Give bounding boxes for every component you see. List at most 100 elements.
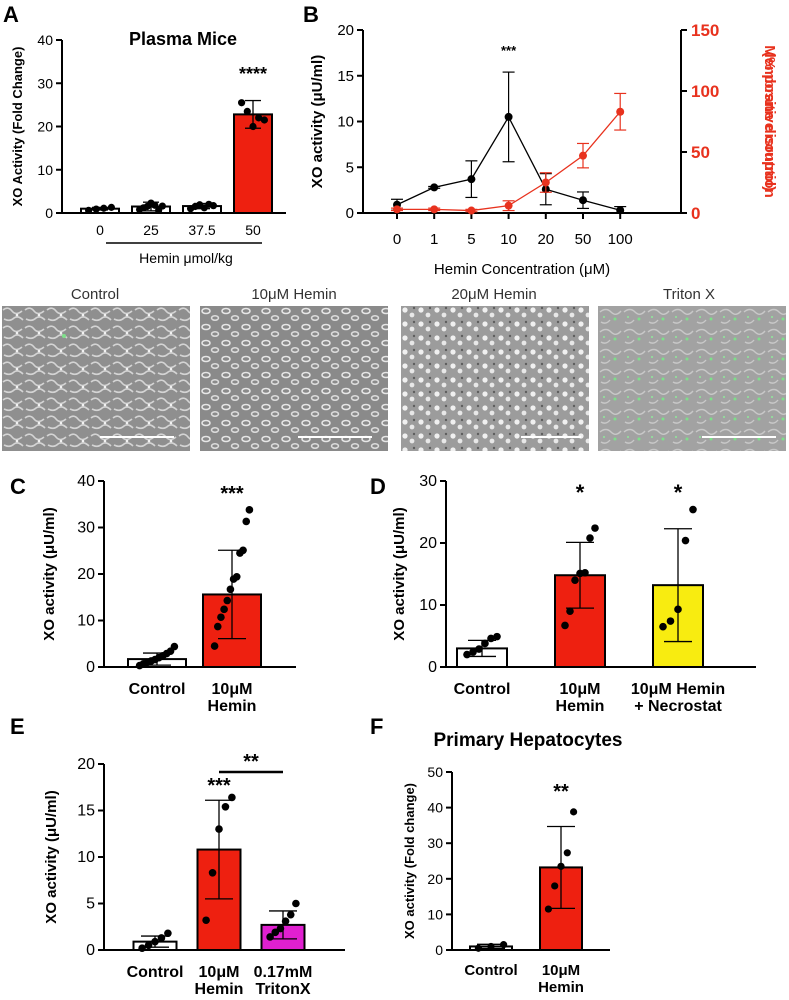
panel-f-point — [474, 944, 482, 952]
panel-e-point — [144, 941, 153, 950]
panel-a-y-tick-label: 0 — [45, 205, 53, 221]
panel-f-y-tick-label: 50 — [427, 764, 443, 780]
panel-c-point — [226, 585, 235, 594]
panel-f-y-tick-label: 10 — [427, 906, 443, 922]
panel-c-y-tick-label: 0 — [86, 659, 95, 676]
panel-e-point — [228, 793, 236, 802]
panel-b-point-0 — [579, 196, 587, 205]
panel-a-point — [249, 122, 257, 131]
panel-f-category-label: 10μM — [542, 962, 580, 979]
panel-b-x-tick-label: 10 — [500, 231, 517, 248]
panel-f-point — [487, 942, 495, 951]
panel-e-y-tick-label: 10 — [77, 849, 95, 866]
panel-b-y2-tick-label: 50 — [691, 143, 710, 162]
panel-f-significance: ** — [553, 781, 569, 803]
panel-a-y-tick-label: 10 — [37, 162, 53, 178]
panel-f-point — [500, 941, 508, 949]
panel-b-y2-axis-label: (% positive control)Membrane disruption — [761, 45, 778, 198]
panel-d-point — [666, 617, 675, 625]
micrograph-10um-hemin-svg — [200, 306, 388, 451]
panel-letter-a: A — [3, 2, 19, 27]
panel-b-point-1 — [393, 205, 401, 214]
panel-f-y-tick-label: 0 — [435, 942, 443, 958]
panel-letter-d: D — [370, 474, 386, 499]
panel-b-x-tick-label: 0 — [393, 231, 401, 248]
fluor-spot — [62, 334, 66, 338]
panel-d-point — [561, 621, 569, 630]
panel-f-title: Primary Hepatocytes — [433, 730, 622, 751]
panel-e-point — [215, 825, 223, 833]
panel-c-category-label: Control — [129, 681, 186, 698]
micrograph-triton-x — [598, 306, 786, 451]
panel-e-y-tick-label: 20 — [77, 756, 95, 773]
panel-a-point — [260, 116, 268, 124]
panel-e-category-label: 10μM — [199, 964, 240, 981]
panel-d-point — [571, 576, 579, 584]
panel-f-point — [563, 849, 571, 857]
panel-b-x-axis-label: Hemin Concentration (μM) — [434, 261, 610, 278]
panel-b-point-1 — [504, 201, 513, 210]
panel-f-y-tick-label: 40 — [427, 800, 443, 816]
panel-e-point — [151, 937, 159, 946]
panel-b-point-1 — [541, 178, 550, 187]
micrograph-control-svg — [2, 306, 190, 451]
panel-a-category-label: 25 — [143, 222, 159, 238]
panel-e-y-tick-label: 5 — [86, 896, 95, 913]
panel-e-significance: *** — [207, 775, 231, 797]
panel-a-significance: **** — [239, 64, 267, 84]
panel-a-category-label: 0 — [96, 222, 104, 238]
panel-a-title: Plasma Mice — [129, 29, 237, 49]
panel-c-category-label: 10μM — [212, 681, 253, 698]
panel-b-point-1 — [467, 206, 476, 215]
image-label-control: Control — [70, 286, 120, 303]
panel-d-point — [469, 648, 477, 656]
panel-b-y2-tick-label: 150 — [691, 21, 719, 40]
panel-letter-e: E — [10, 714, 25, 739]
panel-e-point — [138, 944, 146, 952]
panel-c-point — [223, 596, 232, 605]
panel-d-category-label: 10μM Hemin — [631, 681, 725, 698]
image-label-20um-hemin: 20μM Hemin — [451, 286, 537, 303]
panel-c-point — [242, 517, 251, 526]
panel-f-point — [557, 862, 565, 870]
panel-a-point — [255, 114, 263, 122]
micrograph-texture — [401, 306, 589, 451]
panel-d-y-tick-label: 30 — [419, 473, 437, 490]
panel-a-bar-3 — [233, 113, 273, 214]
panel-a-point — [107, 203, 115, 211]
panel-a-x-axis-label: Hemin μmol/kg — [139, 250, 233, 266]
panel-a-point — [238, 99, 246, 107]
panel-b-y2-tick-label: 100 — [691, 82, 719, 101]
panel-f-category-label: Hemin — [538, 979, 584, 996]
micrograph-texture — [2, 306, 190, 451]
panel-c-y-tick-label: 10 — [77, 613, 95, 630]
panel-d-category-label: 10μM — [560, 681, 601, 698]
panel-b-point-0 — [467, 175, 476, 184]
panel-e-category-label: Control — [127, 964, 184, 981]
panel-a-y-axis-label: XO Activity (Fold Change) — [10, 47, 25, 207]
panel-c-point — [239, 546, 247, 555]
panel-e-point — [292, 899, 300, 908]
panel-f-point — [570, 808, 578, 816]
panel-b-y2-tick-label: 0 — [691, 204, 700, 223]
panel-e-point — [164, 929, 172, 938]
panel-b-point-0 — [616, 206, 625, 215]
panel-a-point — [92, 205, 100, 213]
panel-d-y-tick-label: 0 — [428, 659, 437, 676]
panel-d-point — [591, 524, 599, 532]
panel-b-y-tick-label: 15 — [337, 68, 354, 85]
panel-e-y-tick-label: 0 — [86, 942, 95, 959]
panel-letter-f: F — [370, 714, 383, 739]
panel-d-point — [581, 568, 589, 577]
panel-e-point — [286, 910, 295, 919]
panel-e-point — [202, 916, 210, 925]
panel-d-point — [681, 536, 690, 545]
panel-d-point — [487, 634, 495, 643]
panel-d-point — [463, 650, 471, 659]
panel-c-point — [245, 506, 254, 514]
panel-b-x-tick-label: 5 — [467, 231, 475, 248]
micrograph-texture — [598, 306, 786, 451]
panel-d-point — [659, 622, 667, 631]
panel-letter-c: C — [10, 474, 26, 499]
